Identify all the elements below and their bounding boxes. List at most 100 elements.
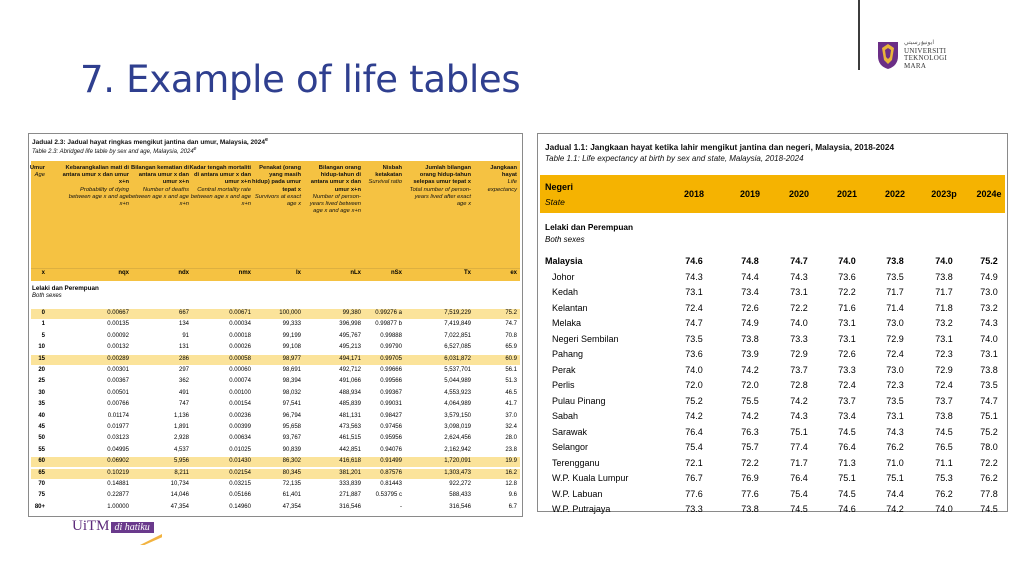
table-cell: 71.3 — [838, 457, 856, 468]
table-cell: 495,767 — [339, 332, 361, 339]
left-symbol-4: lx — [295, 270, 301, 276]
year-header: 2023p — [931, 189, 957, 199]
table-cell: 0.97456 — [380, 424, 402, 430]
state-name: Terengganu — [552, 457, 600, 468]
table-cell: 72.2 — [790, 302, 808, 313]
table-cell: 71.4 — [886, 302, 904, 313]
table-row: Perak 74.0 74.2 73.7 73.3 73.0 72.9 73.8 — [540, 364, 1005, 379]
table-cell: 73.6 — [685, 349, 703, 359]
state-name: Negeri Sembilan — [552, 333, 619, 344]
table-cell: 72.9 — [935, 364, 953, 375]
table-cell: 74.6 — [685, 256, 703, 266]
table-cell: 73.3 — [685, 504, 703, 514]
left-header-col-1: Kebarangkalian mati di antara umur x dan… — [62, 165, 129, 208]
table-cell: 74.0 — [935, 504, 953, 514]
table-cell: 60.9 — [505, 355, 517, 362]
table-cell: 0.99790 — [380, 344, 402, 351]
life-expectancy-table: Jadual 1.1: Jangkaan hayat ketika lahir … — [537, 133, 1008, 514]
table-cell: 71.7 — [886, 287, 904, 297]
table-cell: 74.5 — [790, 504, 808, 514]
table-cell: 316,546 — [339, 503, 361, 510]
left-header-col-3: Kadar tengah mortaliti di antara umur x … — [189, 165, 251, 208]
table-cell: 75.1 — [886, 473, 904, 483]
table-cell: 99,199 — [282, 332, 301, 339]
table-cell: 6,031,872 — [444, 355, 471, 362]
left-symbol-7: Tx — [463, 270, 471, 276]
state-name: W.P. Putrajaya — [552, 504, 611, 514]
table-cell: 14,046 — [170, 492, 189, 499]
table-cell: 7,022,851 — [444, 332, 471, 339]
table-cell: 491,066 — [339, 378, 361, 385]
table-cell: 47,354 — [282, 503, 301, 510]
table-cell: 73.0 — [886, 364, 904, 375]
state-name: Perlis — [552, 380, 575, 390]
table-cell: 73.3 — [838, 364, 856, 375]
table-cell: 75.2 — [685, 395, 703, 406]
table-cell: 0.04995 — [107, 446, 129, 453]
table-cell: 80,345 — [282, 469, 301, 476]
table-cell: 4,064,989 — [444, 401, 471, 408]
state-header-ms: Negeri — [545, 182, 574, 192]
table-cell: 76.4 — [790, 473, 808, 483]
table-cell: 75.2 — [980, 256, 998, 266]
table-cell: 0.81443 — [380, 481, 402, 487]
table-cell: 3,579,150 — [444, 412, 471, 419]
year-header: 2024e — [976, 189, 1002, 199]
table-cell: 72.0 — [741, 380, 759, 390]
table-cell: 74.5 — [980, 504, 998, 514]
table-cell: 74.0 — [980, 333, 998, 344]
table-cell: 4,553,923 — [444, 389, 471, 396]
table-cell: 1,720,091 — [444, 458, 471, 465]
table-cell: 74.3 — [790, 271, 808, 282]
table-cell: 0.02154 — [229, 469, 251, 476]
table-cell: 1.00000 — [107, 503, 129, 510]
table-cell: 73.7 — [790, 364, 808, 375]
table-cell: 75.1 — [790, 426, 808, 437]
table-cell: 74.2 — [685, 411, 703, 421]
table-cell: 55 — [38, 446, 45, 453]
table-cell: 74.0 — [790, 318, 808, 328]
left-header-col-7: Jumlah bilangan orang hidup-tahun selepa… — [409, 165, 471, 208]
state-name: W.P. Kuala Lumpur — [552, 473, 629, 483]
table-cell: 0 — [41, 310, 45, 316]
table-cell: 77.6 — [685, 488, 703, 499]
table-cell: 6.7 — [508, 503, 517, 510]
table-cell: 72.0 — [685, 380, 703, 390]
state-header-en: State — [545, 197, 565, 207]
table-cell: 73.7 — [935, 395, 953, 406]
left-caption-en: Table 2.3: Abridged life table by sex an… — [32, 146, 197, 155]
table-row: 5 0.00092 91 0.00018 99,199 495,767 0.99888 7,0… — [31, 332, 520, 342]
table-cell: 19.9 — [505, 458, 517, 465]
logo-line1: UNIVERSITI — [904, 46, 947, 55]
left-symbol-6: nSx — [390, 270, 402, 276]
table-cell: 73.8 — [741, 504, 759, 514]
left-symbol-5: nLx — [350, 270, 361, 276]
table-cell: 75 — [38, 492, 45, 499]
table-cell: 73.8 — [886, 256, 904, 266]
table-cell: 72.8 — [790, 380, 808, 390]
left-symbol-3: nmx — [238, 270, 251, 276]
table-row: W.P. Kuala Lumpur 76.7 76.9 76.4 75.1 75.1 75.… — [540, 472, 1005, 487]
table-cell: 72.2 — [980, 457, 998, 468]
table-cell: 77.4 — [790, 442, 808, 452]
table-cell: 76.2 — [886, 442, 904, 452]
table-cell: 74.3 — [886, 426, 904, 437]
table-cell: 2,928 — [173, 435, 189, 442]
table-cell: 0.98427 — [380, 412, 402, 419]
table-cell: 74.7 — [685, 318, 703, 328]
table-row: 75 0.22877 14,046 0.05166 61,401 271,887 0.537… — [31, 491, 520, 501]
footer-swoosh-icon — [140, 534, 162, 545]
table-cell: 71.6 — [838, 302, 856, 313]
table-cell: 134 — [178, 321, 189, 328]
table-cell: 75.4 — [685, 442, 703, 452]
table-cell: 91 — [182, 332, 189, 339]
table-cell: 1 — [41, 321, 45, 328]
table-cell: 93,767 — [282, 435, 301, 442]
table-cell: 0.03123 — [107, 435, 129, 442]
table-row: 1 0.00135 134 0.00034 99,333 396,998 0.99877 b… — [31, 320, 520, 330]
table-cell: 74.2 — [886, 504, 904, 514]
table-cell: 74.5 — [935, 426, 953, 437]
table-row: Malaysia 74.6 74.8 74.7 74.0 73.8 74.0 75.2 — [540, 255, 1005, 270]
table-cell: 74.9 — [741, 318, 759, 328]
year-header: 2022 — [884, 189, 906, 199]
